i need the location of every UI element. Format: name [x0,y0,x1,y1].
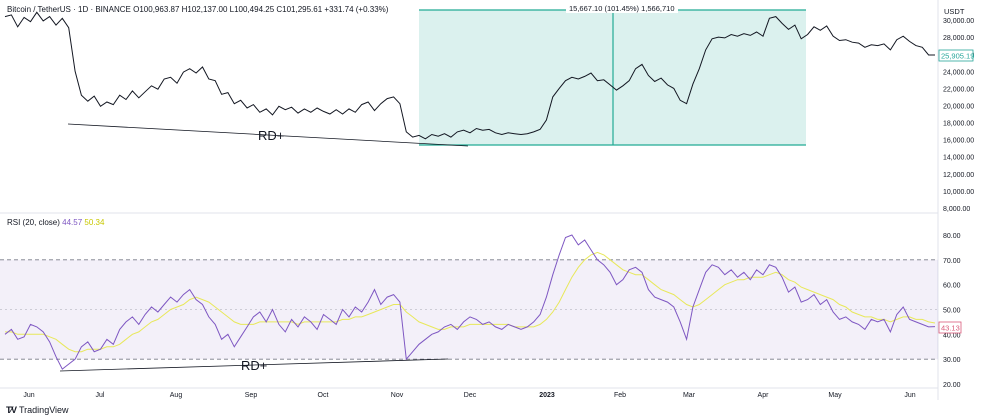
rsi-tick-label: 20.00 [943,382,961,389]
price-tick-label: 28,000.00 [943,35,974,42]
rsi-ma-value: 50.34 [84,218,105,227]
rsi-divergence-trendline[interactable] [59,358,449,372]
rsi-title[interactable]: RSI (20, close) [7,218,60,227]
price-divergence-label: RD+ [258,128,285,143]
ohlc-values: O100,963.87 H102,137.00 L100,494.25 C101… [133,5,389,14]
time-tick-label: Oct [318,392,329,399]
price-tick-label: 10,000.00 [943,189,974,196]
price-tick-label: 14,000.00 [943,155,974,162]
price-tick-label: 22,000.00 [943,86,974,93]
brand-name: TradingView [19,405,69,415]
last-rsi-label: 43.13 [941,324,960,333]
currency-label: USDT [944,7,965,16]
rsi-tick-label: 80.00 [943,233,961,240]
time-tick-label: Jun [904,392,915,399]
time-tick-label: Sep [245,392,258,399]
price-series-line [4,11,935,140]
price-divergence-trendline[interactable] [67,123,469,147]
rsi-axis: 20.00 30.00 40.00 50.00 60.00 70.00 80.00 [943,233,961,389]
rsi-tick-label: 50.00 [943,308,961,315]
price-tick-label: 20,000.00 [943,103,974,110]
symbol-title[interactable]: Bitcoin / TetherUS · 1D · BINANCE [7,5,131,14]
tradingview-logo-icon: T⁄V [6,405,17,415]
rsi-divergence-label: RD+ [241,358,268,373]
time-tick-label: Mar [683,392,696,399]
rsi-legend: RSI (20, close) 44.57 50.34 [7,218,104,227]
rsi-tick-label: 30.00 [943,357,961,364]
tradingview-brand[interactable]: T⁄V TradingView [6,405,69,415]
price-tick-label: 24,000.00 [943,69,974,76]
time-tick-label: Nov [391,392,404,399]
measure-label: 15,667.10 (101.45%) 1,566,710 [566,4,678,13]
measure-tool[interactable] [419,9,806,146]
main-legend: Bitcoin / TetherUS · 1D · BINANCE O100,9… [7,5,388,14]
price-axis: 8,000.00 10,000.00 12,000.00 14,000.00 16,00… [943,18,974,213]
price-tick-label: 8,000.00 [943,206,970,213]
price-tick-label: 18,000.00 [943,121,974,128]
last-price-badge [938,49,974,62]
time-tick-label: Jul [96,392,105,399]
time-tick-label: Jun [23,392,34,399]
rsi-tick-label: 70.00 [943,258,961,265]
time-tick-label: Dec [464,392,477,399]
rsi-tick-label: 60.00 [943,283,961,290]
last-rsi-badge [938,321,962,334]
time-tick-label: Apr [758,392,770,399]
time-tick-label: Aug [170,392,183,399]
price-tick-label: 30,000.00 [943,18,974,25]
rsi-value: 44.57 [62,218,83,227]
time-tick-label: Feb [614,392,626,399]
last-price-label: 25,905.19 [941,52,974,61]
rsi-series-line [4,234,936,370]
time-tick-label: 2023 [539,392,555,399]
time-axis: Jun Jul Aug Sep Oct Nov Dec 2023 Feb Mar Apr May Jun [23,392,915,399]
time-tick-label: May [828,392,842,399]
price-tick-label: 12,000.00 [943,172,974,179]
rsi-tick-label: 40.00 [943,332,961,339]
price-tick-label: 16,000.00 [943,138,974,145]
